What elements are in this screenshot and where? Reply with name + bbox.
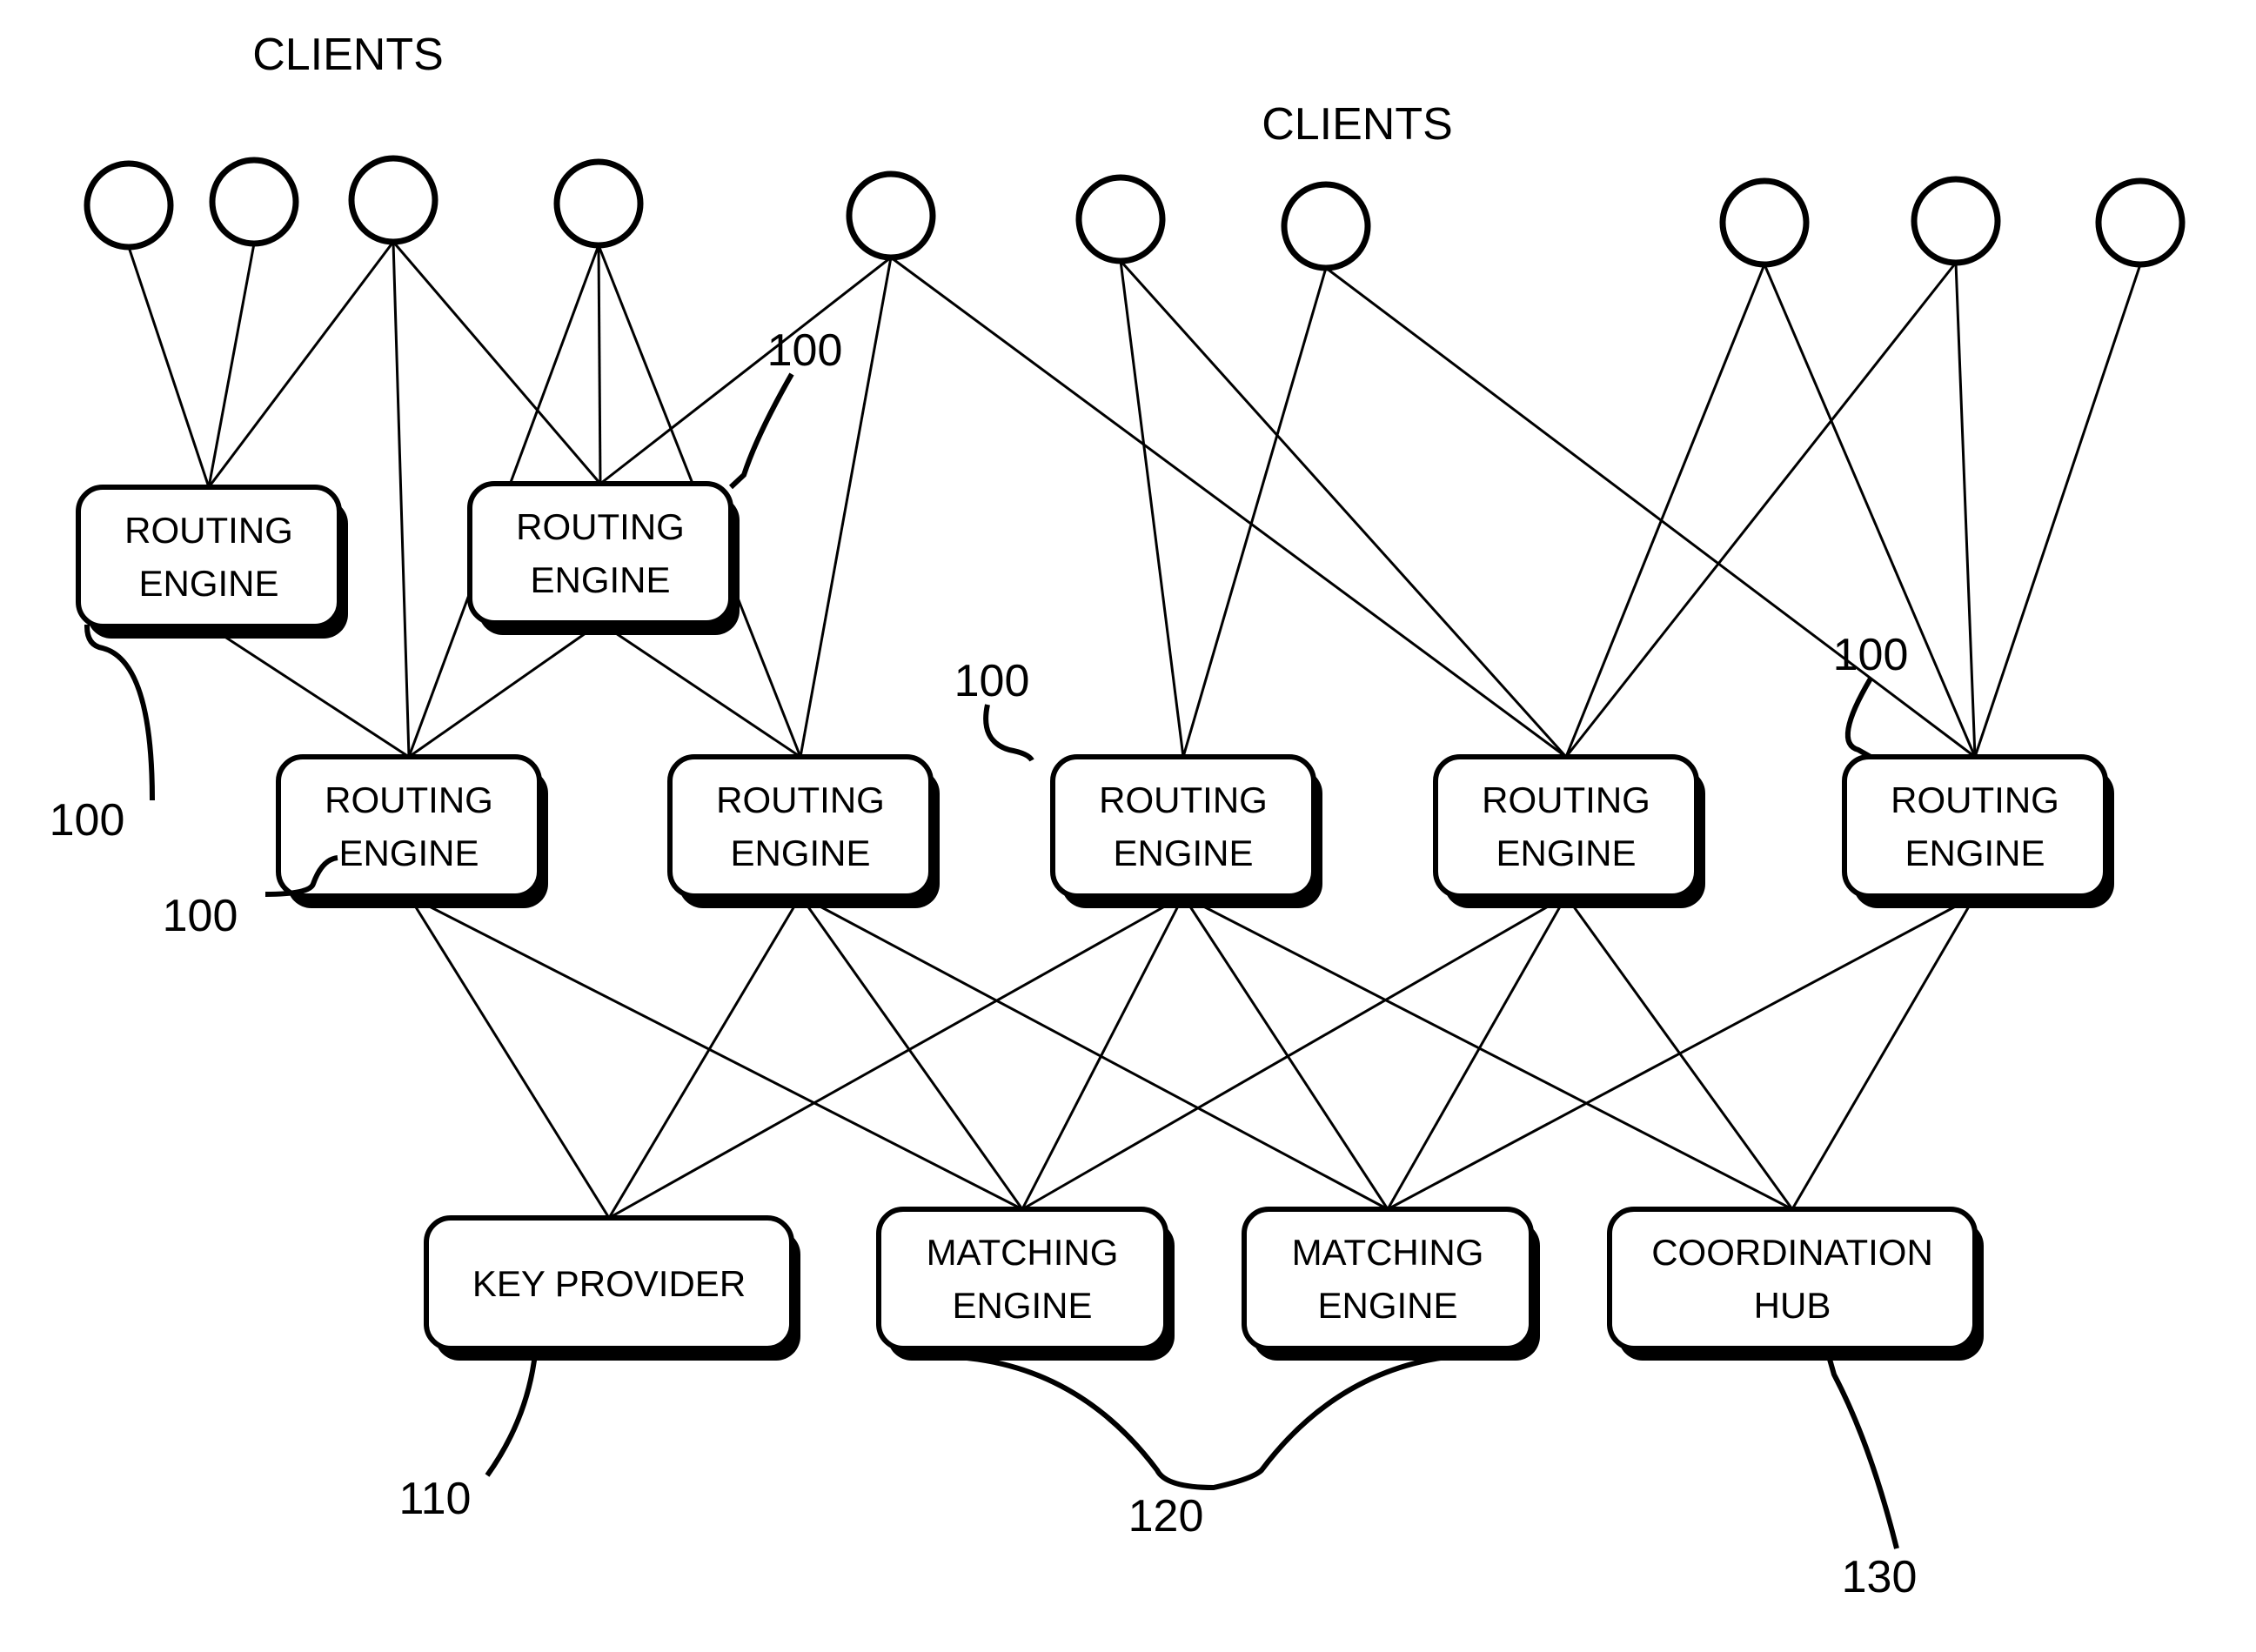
node-re_b2 [670,757,931,896]
leader-line [986,705,1032,760]
node-label: ROUTING [1891,779,2059,820]
diagram-canvas: ROUTING ENGINE ROUTING ENGINE ROUTING ENGINE R… [0,0,2256,1652]
edge [1326,268,1975,757]
reference-number: 120 [1128,1491,1204,1542]
reference-number: 100 [163,891,238,941]
node-label: ENGINE [952,1285,1092,1326]
client-node-c1 [87,164,171,247]
edge [1121,261,1566,757]
leader-line [487,1350,536,1475]
reference-number: 100 [50,795,125,846]
edge [1121,261,1183,757]
node-label: ENGINE [1113,833,1253,873]
node-re_a2 [470,484,731,623]
edge [1183,896,1792,1209]
leader-line [1827,1350,1897,1548]
reference-number: 100 [954,656,1030,706]
leaders-layer [87,374,1897,1548]
node-label: MATCHING [1292,1232,1484,1273]
edge [1566,263,1956,757]
reference-number: 130 [1842,1552,1918,1602]
node-re_a1 [78,487,339,626]
client-node-c6 [1079,177,1162,261]
title-clients-left: CLIENTS [252,30,444,80]
node-me2 [1244,1209,1531,1348]
edge [1975,264,2140,757]
edge [209,244,254,487]
node-label: COORDINATION [1651,1232,1933,1273]
node-label: ENGINE [338,833,479,873]
node-label: ENGINE [1905,833,2045,873]
edge [409,623,600,757]
client-node-c7 [1284,184,1368,268]
node-label: ENGINE [1317,1285,1457,1326]
node-label: ROUTING [325,779,493,820]
leader-line [1848,679,1871,757]
node-re_b5 [1844,757,2105,896]
node-re_b4 [1436,757,1697,896]
client-node-c3 [351,158,435,242]
edge [393,242,409,757]
edge [800,896,1022,1209]
node-label: ROUTING [516,506,685,547]
node-label: ENGINE [730,833,870,873]
edge [1183,896,1388,1209]
edge [1183,268,1326,757]
edge [1956,263,1975,757]
nodes-layer: ROUTING ENGINE ROUTING ENGINE ROUTING ENGINE R… [78,484,2114,1361]
edge [800,896,1388,1209]
node-label: ENGINE [530,559,670,600]
client-node-c4 [557,162,640,245]
edge [609,896,1183,1218]
client-node-c2 [212,160,296,244]
leader-line [731,374,792,487]
node-label: ROUTING [1099,779,1268,820]
edge [409,896,1022,1209]
client-node-c10 [2099,181,2182,264]
node-label: ROUTING [124,510,293,551]
node-label: KEY PROVIDER [472,1263,746,1304]
node-re_b3 [1053,757,1314,896]
edge [600,623,800,757]
edge [600,257,891,484]
client-node-c9 [1914,179,1998,263]
leader-line [957,1355,1462,1488]
reference-number: 100 [1833,630,1909,680]
node-me1 [879,1209,1166,1348]
node-label: MATCHING [927,1232,1119,1273]
node-label: ROUTING [1482,779,1650,820]
client-node-c5 [849,174,933,257]
edge [129,247,209,487]
reference-number: 110 [399,1474,472,1524]
edge [393,242,600,484]
node-label: ENGINE [1496,833,1636,873]
reference-number: 100 [767,325,843,376]
edge [209,242,393,487]
node-ch [1610,1209,1975,1348]
edges-layer [129,242,2140,1218]
leader-line [87,625,152,800]
node-label: HUB [1754,1285,1831,1326]
node-label: ENGINE [138,563,278,604]
title-clients-right: CLIENTS [1262,99,1453,150]
edge [609,896,800,1218]
node-label: ROUTING [716,779,885,820]
edge [409,896,609,1218]
edge [1566,264,1764,757]
client-node-c8 [1723,181,1806,264]
edge [1792,896,1975,1209]
edge [599,245,600,484]
edge [209,626,409,757]
